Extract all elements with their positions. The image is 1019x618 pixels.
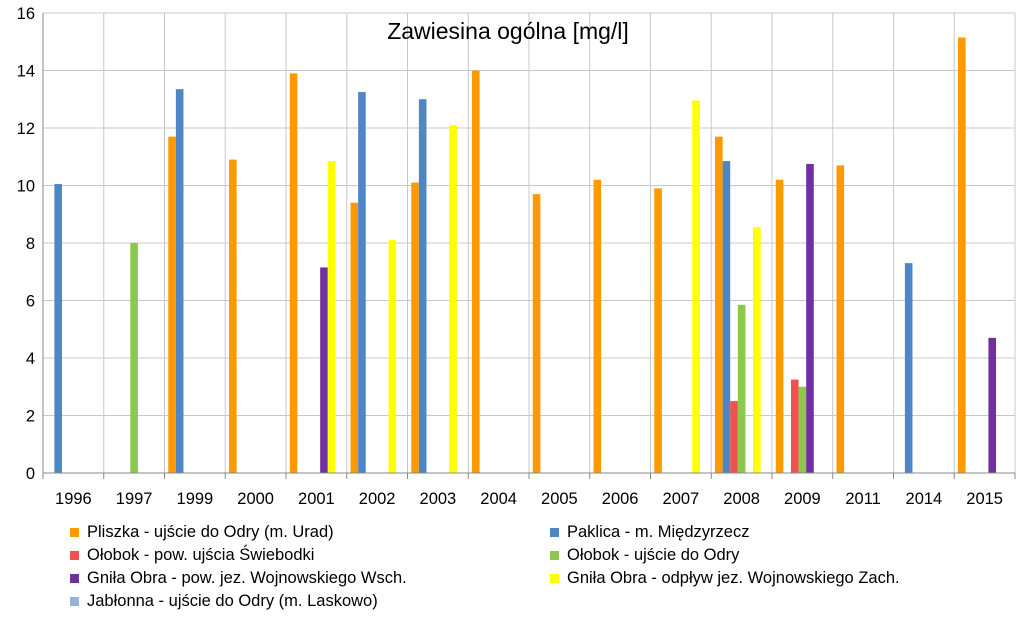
bar bbox=[798, 386, 807, 473]
y-tick-label: 4 bbox=[26, 350, 35, 368]
legend-entry: Gniła Obra - odpływ jez. Wojnowskiego Za… bbox=[550, 568, 990, 589]
bar bbox=[472, 70, 480, 473]
bar bbox=[790, 379, 799, 473]
x-tick-label: 2014 bbox=[906, 490, 943, 508]
bar bbox=[411, 182, 419, 473]
bar bbox=[806, 163, 814, 473]
bar bbox=[449, 125, 457, 473]
y-tick-label: 12 bbox=[17, 120, 35, 138]
legend-entry: Ołobok - pow. ujścia Świebodki bbox=[70, 545, 550, 566]
legend-swatch bbox=[70, 551, 79, 560]
legend-label: Ołobok - ujście do Odry bbox=[567, 546, 740, 564]
legend-label: Pliszka - ujście do Odry (m. Urad) bbox=[87, 523, 334, 541]
legend-swatch bbox=[70, 574, 79, 583]
x-tick-label: 2000 bbox=[237, 490, 274, 508]
legend-swatch bbox=[70, 528, 79, 537]
x-tick-label: 1997 bbox=[116, 490, 153, 508]
legend-swatch bbox=[550, 528, 559, 537]
legend-label: Paklica - m. Międzyrzecz bbox=[567, 523, 750, 541]
legend-swatch bbox=[550, 574, 559, 583]
bar bbox=[532, 194, 541, 473]
bar bbox=[730, 401, 738, 473]
x-tick-label: 2011 bbox=[845, 490, 880, 508]
legend-entry: Gniła Obra - pow. jez. Wojnowskiego Wsch… bbox=[70, 568, 550, 589]
legend-label: Gniła Obra - odpływ jez. Wojnowskiego Za… bbox=[567, 569, 900, 587]
legend: Pliszka - ujście do Odry (m. Urad) Paklic… bbox=[70, 522, 1010, 612]
x-tick-label: 2005 bbox=[541, 490, 578, 508]
x-tick-label: 2002 bbox=[359, 490, 396, 508]
legend-entry: Pliszka - ujście do Odry (m. Urad) bbox=[70, 522, 550, 543]
legend-swatch bbox=[550, 551, 559, 560]
legend-entry: Ołobok - ujście do Odry bbox=[550, 545, 990, 566]
bar bbox=[958, 37, 966, 473]
bar bbox=[593, 179, 602, 473]
legend-entry: Jabłonna - ujście do Odry (m. Laskowo) bbox=[70, 591, 550, 612]
bar bbox=[320, 267, 328, 473]
bar bbox=[327, 161, 336, 473]
x-tick-label: 1996 bbox=[55, 490, 92, 508]
axes: 0 2 4 6 8 10 12 14 16 1996 1997 1999 2000 2001 2002 200… bbox=[17, 5, 1016, 508]
y-tick-label: 14 bbox=[17, 63, 35, 81]
legend-swatch bbox=[70, 597, 79, 606]
chart-title: Zawiesina ogólna [mg/l] bbox=[387, 18, 629, 44]
bar bbox=[715, 136, 723, 473]
x-tick-label: 2009 bbox=[784, 490, 821, 508]
x-tick-label: 2003 bbox=[420, 490, 457, 508]
bar bbox=[692, 100, 700, 473]
y-tick-label: 8 bbox=[26, 235, 35, 253]
bar bbox=[130, 243, 138, 473]
bar bbox=[753, 227, 761, 473]
bar bbox=[54, 184, 62, 473]
x-tick-label: 2008 bbox=[723, 490, 760, 508]
gridlines bbox=[42, 12, 1016, 473]
bars bbox=[54, 37, 997, 473]
bar bbox=[988, 337, 997, 473]
bar bbox=[654, 188, 662, 473]
bar bbox=[358, 92, 366, 473]
y-tick-label: 0 bbox=[26, 465, 35, 483]
bar bbox=[722, 161, 731, 473]
bar bbox=[229, 159, 237, 473]
y-tick-label: 10 bbox=[17, 178, 35, 196]
y-tick-label: 16 bbox=[17, 5, 35, 23]
legend-label: Jabłonna - ujście do Odry (m. Laskowo) bbox=[87, 592, 378, 610]
legend-label: Ołobok - pow. ujścia Świebodki bbox=[87, 546, 315, 564]
legend-label: Gniła Obra - pow. jez. Wojnowskiego Wsch… bbox=[87, 569, 407, 587]
x-tick-label: 2001 bbox=[298, 490, 335, 508]
bar bbox=[289, 73, 298, 473]
bar bbox=[904, 263, 913, 473]
bar bbox=[175, 89, 184, 473]
bar bbox=[168, 136, 176, 473]
x-tick-label: 1999 bbox=[177, 490, 214, 508]
x-tick-label: 2007 bbox=[663, 490, 700, 508]
bar bbox=[388, 240, 397, 473]
y-tick-label: 2 bbox=[26, 408, 35, 426]
bar bbox=[418, 99, 427, 473]
bar bbox=[836, 165, 845, 473]
y-tick-label: 6 bbox=[26, 293, 35, 311]
bar bbox=[775, 179, 784, 473]
legend-entry: Paklica - m. Międzyrzecz bbox=[550, 522, 990, 543]
bar bbox=[350, 202, 359, 473]
x-tick-label: 2004 bbox=[480, 490, 517, 508]
x-tick-label: 2006 bbox=[602, 490, 639, 508]
x-tick-label: 2015 bbox=[966, 490, 1003, 508]
bar bbox=[737, 304, 746, 473]
